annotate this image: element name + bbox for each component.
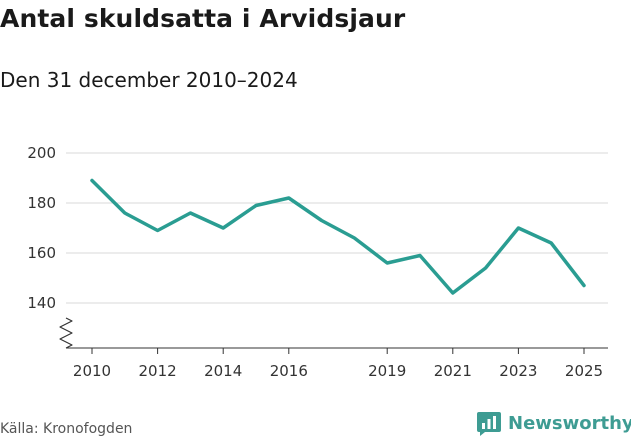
brand-name: Newsworthy [508, 412, 631, 434]
x-tick-label-2025: 2025 [565, 362, 603, 380]
y-tick-label-140: 140 [27, 294, 56, 312]
x-tick-label-2023: 2023 [499, 362, 537, 380]
series-line-0 [90, 178, 586, 295]
x-tick-label-2010: 2010 [73, 362, 111, 380]
chart-title: Antal skuldsatta i Arvidsjaur [0, 4, 406, 33]
y-tick-label-160: 160 [27, 244, 56, 262]
source-note: Källa: Kronofogden [0, 421, 133, 437]
x-tick-label-2019: 2019 [368, 362, 406, 380]
x-tick-label-2021: 2021 [434, 362, 472, 380]
chart-subtitle: Den 31 december 2010–2024 [0, 68, 298, 92]
y-tick-label-200: 200 [27, 144, 56, 162]
x-tick-label-2014: 2014 [204, 362, 242, 380]
x-tick-label-2012: 2012 [139, 362, 177, 380]
newsworthy-brand[interactable]: Newsworthy [476, 408, 631, 438]
y-tick-label-180: 180 [27, 194, 56, 212]
x-tick-label-2016: 2016 [270, 362, 308, 380]
bar-chart-speech-bubble-icon [477, 412, 501, 436]
axis-break-icon [59, 317, 73, 349]
